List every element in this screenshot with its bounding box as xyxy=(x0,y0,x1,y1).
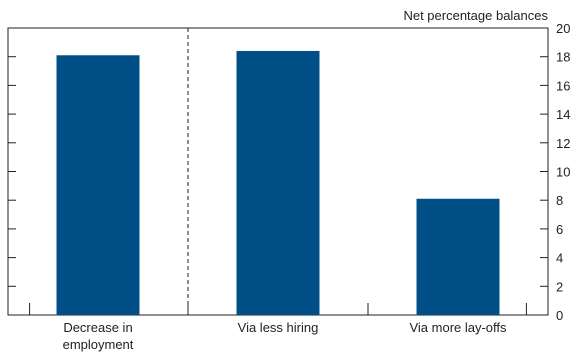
bar-0 xyxy=(56,55,140,315)
x-category-label-2: Via more lay-offs xyxy=(409,320,507,335)
bar-2 xyxy=(416,198,500,315)
y-tick-label: 2 xyxy=(556,279,563,294)
bars-group xyxy=(56,50,500,316)
y-tick-label: 10 xyxy=(556,165,570,180)
y-tick-label: 16 xyxy=(556,78,570,93)
y-tick-label: 8 xyxy=(556,193,563,208)
y-tick-label: 18 xyxy=(556,50,570,65)
y-tick-label: 20 xyxy=(556,21,570,36)
y-tick-label: 0 xyxy=(556,308,563,323)
x-axis: Decrease in employment Via less hiring Via … xyxy=(29,303,527,352)
y-axis: 0 2 4 6 8 10 12 14 16 18 20 xyxy=(8,21,570,323)
x-category-label-1: Via less hiring xyxy=(238,320,319,335)
y-tick-label: 4 xyxy=(556,251,563,266)
y-tick-label: 12 xyxy=(556,136,570,151)
bar-1 xyxy=(236,50,320,316)
y-axis-unit-label: Net percentage balances xyxy=(403,8,548,23)
y-tick-label: 6 xyxy=(556,222,563,237)
x-category-label-0: Decrease in employment xyxy=(63,320,134,352)
y-tick-label: 14 xyxy=(556,107,570,122)
